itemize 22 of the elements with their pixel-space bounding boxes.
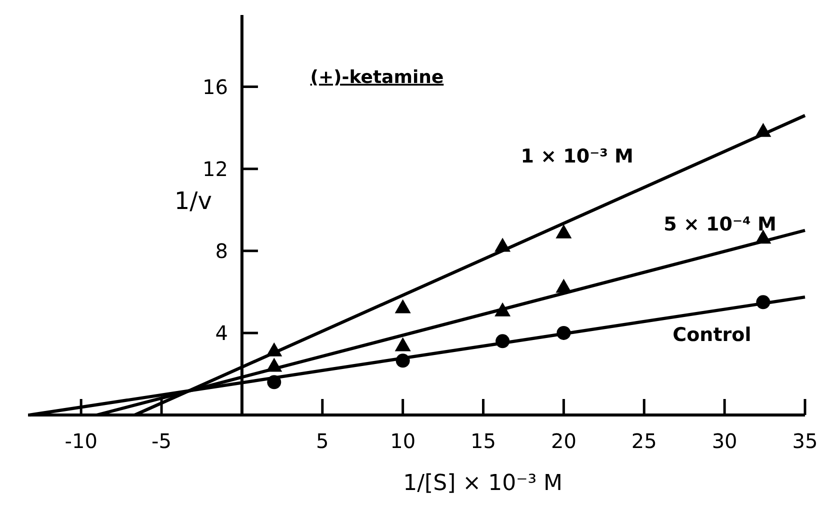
x-tick-label: 5: [316, 429, 329, 453]
x-tick-label: 15: [470, 429, 496, 453]
y-tick-label: 8: [215, 238, 228, 263]
x-tick-label: 30: [712, 429, 738, 453]
y-tick-label: 12: [202, 156, 228, 181]
series-label: Control: [672, 324, 752, 346]
x-tick-label: -10: [64, 429, 98, 453]
y-tick-label: 16: [202, 74, 228, 99]
x-axis-title: 1/[S] × 10⁻³ M: [403, 471, 563, 496]
text: (+)-ketamine: [310, 66, 444, 88]
series-label: 1 × 10⁻³ M: [520, 145, 634, 168]
x-tick-label: 20: [550, 429, 576, 453]
y-tick-label: 4: [215, 320, 228, 345]
x-tick-label: 10: [390, 429, 416, 453]
point: [556, 224, 572, 238]
series-label: 5 × 10⁻⁴ M: [664, 214, 776, 236]
point: [394, 299, 411, 314]
y-axis-title: 1/v: [174, 186, 212, 215]
x-tick-label: -5: [152, 429, 172, 453]
x-tick-label: 25: [631, 429, 657, 453]
x-tick-label: 35: [792, 429, 818, 453]
point: [394, 337, 411, 352]
